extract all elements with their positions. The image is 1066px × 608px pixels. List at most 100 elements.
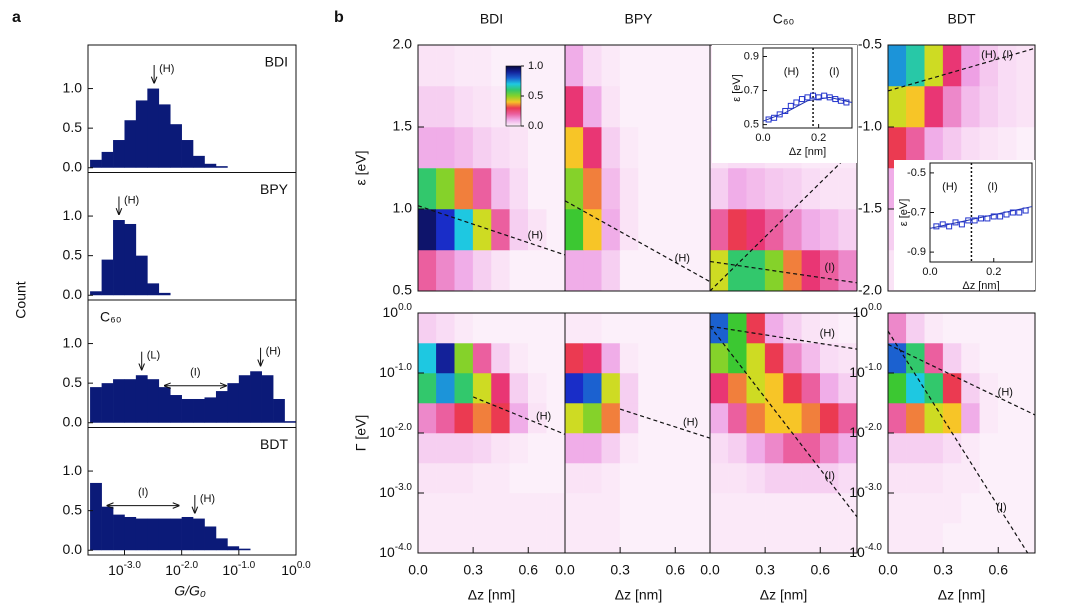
heat-cell xyxy=(601,462,621,494)
bar xyxy=(284,421,297,423)
x-tick-label: 0.3 xyxy=(610,562,630,578)
heat-cell xyxy=(709,372,729,404)
inset-region-label: (H) xyxy=(784,66,799,78)
heat-cell xyxy=(619,342,639,374)
heat-cell xyxy=(583,44,602,87)
heat-cell xyxy=(564,462,584,494)
y-tick-label: 10-4.0 xyxy=(379,542,412,560)
heat-cell xyxy=(619,249,639,292)
bar xyxy=(170,518,182,551)
heat-cell xyxy=(528,312,547,344)
panel-name: C₆₀ xyxy=(100,309,122,325)
heat-cell xyxy=(656,432,676,464)
heat-cell xyxy=(546,462,566,494)
heat-cell xyxy=(436,492,455,524)
heat-cell xyxy=(820,208,839,251)
heat-cell xyxy=(1016,522,1036,554)
heat-cell xyxy=(656,342,676,374)
heat-cell xyxy=(709,342,729,374)
heat-cell xyxy=(638,249,658,292)
inset-x-tick-label: 0.0 xyxy=(922,266,937,278)
inset-region-label: (H) xyxy=(942,181,957,193)
heat-cell xyxy=(656,522,676,554)
heat-cell xyxy=(764,492,784,524)
heat-cell xyxy=(728,492,747,524)
heat-cell xyxy=(619,85,639,128)
heat-cell xyxy=(454,208,474,251)
heat-cell xyxy=(583,462,602,494)
inset-x-tick-label: 0.2 xyxy=(811,132,826,144)
heat-cell xyxy=(728,462,747,494)
inset-point xyxy=(815,94,822,101)
heat-cell xyxy=(961,85,981,128)
panel-letter: b xyxy=(334,9,344,26)
panel-letter: a xyxy=(12,9,21,26)
heat-cell xyxy=(417,312,437,344)
heat-cell xyxy=(906,312,925,344)
y-tick-label: 1.0 xyxy=(63,207,83,223)
inset-y-tick-label: 0.9 xyxy=(744,50,759,62)
heat-cell xyxy=(491,522,511,554)
fit-label: (I) xyxy=(825,470,835,482)
heat-cell xyxy=(906,492,925,524)
x-tick-label: 0.0 xyxy=(555,562,575,578)
x-tick-label: 0.6 xyxy=(666,562,686,578)
heat-cell xyxy=(675,432,694,464)
heat-cell xyxy=(528,522,547,554)
heat-cell xyxy=(454,402,474,434)
bar xyxy=(181,140,194,168)
heat-cell xyxy=(619,208,639,251)
heat-cell xyxy=(454,44,474,87)
histogram-panel: 0.0 0.5 1.0 C₆₀ (L) (I) (H) xyxy=(63,299,297,429)
heat-cell xyxy=(619,44,639,87)
x-tick-label: 0.0 xyxy=(408,562,428,578)
heat-cell xyxy=(709,167,729,210)
bar xyxy=(238,375,251,423)
y-tick-label: 10-3.0 xyxy=(849,482,882,500)
heat-cell xyxy=(454,492,474,524)
bar xyxy=(170,124,182,168)
fit-label: (I) xyxy=(996,502,1006,514)
heat-cell xyxy=(693,167,713,210)
y-tick-label: 10-2.0 xyxy=(849,422,882,440)
bar xyxy=(135,375,148,423)
heat-cell xyxy=(546,208,566,251)
heat-cell xyxy=(528,432,547,464)
heat-cell xyxy=(472,167,492,210)
bar xyxy=(158,387,171,423)
heat-cell xyxy=(961,492,981,524)
colorbar xyxy=(505,65,522,127)
heat-cell xyxy=(619,372,639,404)
heat-cell xyxy=(528,167,547,210)
bar xyxy=(215,166,228,168)
heat-cell xyxy=(924,85,944,128)
bar xyxy=(113,514,125,551)
inset-region-label: (I) xyxy=(987,181,997,193)
heat-cell xyxy=(764,208,784,251)
fit-label: (I) xyxy=(825,262,835,274)
heat-cell xyxy=(656,492,676,524)
heat-cell xyxy=(764,522,784,554)
heat-cell xyxy=(675,492,694,524)
heat-cell xyxy=(546,492,566,524)
x-tick-label: 0.3 xyxy=(933,562,953,578)
heat-cell xyxy=(924,372,944,404)
heat-cell xyxy=(583,372,602,404)
heat-cell xyxy=(564,126,584,169)
heat-cell xyxy=(509,312,529,344)
inset-frame xyxy=(762,47,853,129)
y-tick-label: 10-1.0 xyxy=(849,362,882,380)
bar xyxy=(238,548,251,551)
inset-fit xyxy=(762,96,853,122)
heat-cell xyxy=(1016,432,1036,464)
heat-cell xyxy=(675,208,694,251)
heat-cell xyxy=(638,312,658,344)
fit-line xyxy=(710,260,857,284)
heat-cell xyxy=(728,167,747,210)
heat-cell xyxy=(417,167,437,210)
heat-cell xyxy=(764,462,784,494)
heat-cell xyxy=(546,372,566,404)
y-tick-label: 2.0 xyxy=(393,36,413,52)
inset-point xyxy=(997,213,1004,220)
heat-cell xyxy=(509,522,529,554)
